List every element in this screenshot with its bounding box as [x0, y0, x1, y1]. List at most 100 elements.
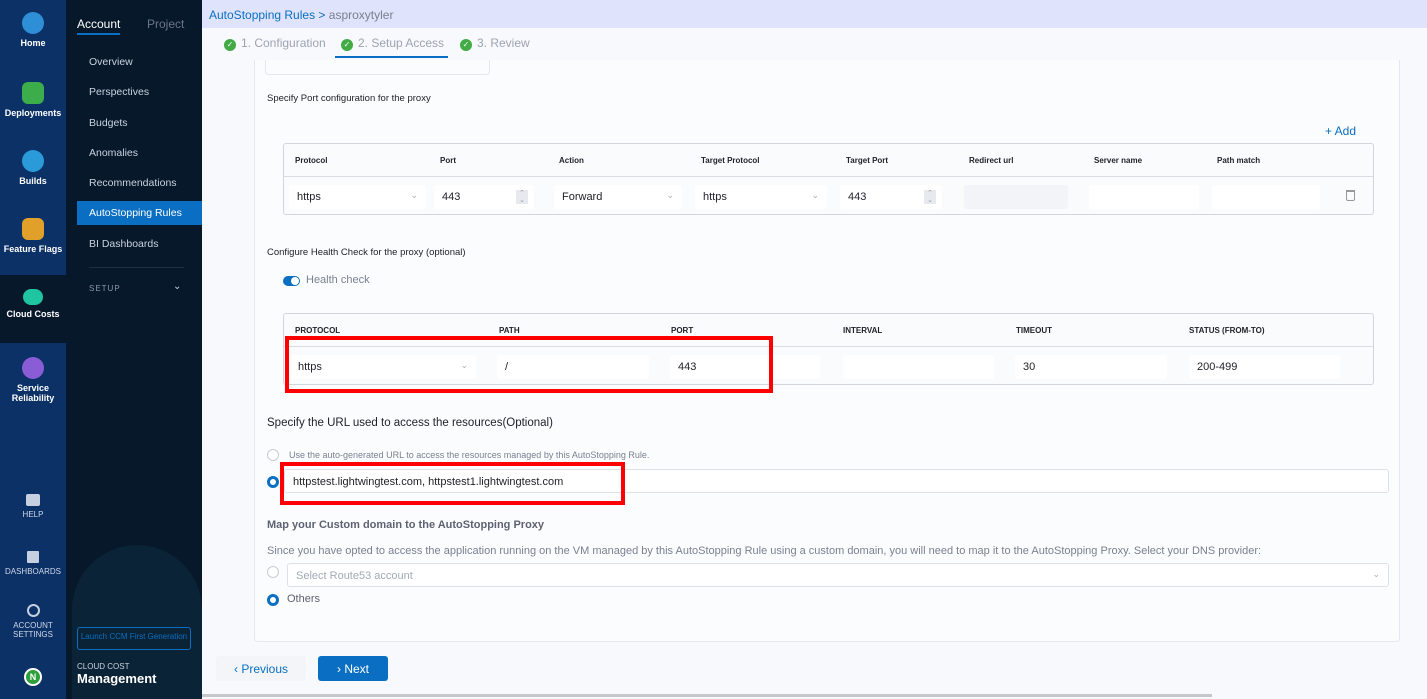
action-select[interactable]: Forward ⌄ [554, 185, 682, 209]
column-header: Redirect url [969, 156, 1014, 165]
nav-dashboards[interactable]: DASHBOARDS [0, 551, 66, 576]
others-radio[interactable] [267, 594, 279, 606]
tab-configuration[interactable]: ✓ 1. Configuration [224, 36, 326, 51]
tab-account[interactable]: Account [77, 17, 121, 35]
server-name-input[interactable] [1089, 185, 1199, 209]
hc-status-input[interactable]: 200-499 [1189, 355, 1340, 379]
column-header: Target Port [846, 156, 889, 165]
sidebar-item-bi-dashboards[interactable]: BI Dashboards [89, 238, 159, 250]
highlight-box [280, 462, 625, 505]
custom-url-input[interactable]: httpstest.lightwingtest.com, httpstest1.… [284, 469, 1389, 493]
sidebar-item-anomalies[interactable]: Anomalies [89, 147, 139, 159]
column-header: Path match [1217, 156, 1261, 165]
breadcrumb-current: asproxytyler [328, 8, 394, 22]
check-icon: ✓ [224, 39, 236, 51]
breadcrumb-parent[interactable]: AutoStopping Rules [209, 8, 316, 22]
custom-domain-description: Since you have opted to access the appli… [267, 545, 1262, 557]
stepper-icon[interactable]: ⌃ ⌄ [924, 190, 936, 204]
previous-button[interactable]: ‹ Previous [216, 656, 306, 681]
previous-section-edge [265, 60, 490, 75]
sidebar-item-recommendations[interactable]: Recommendations [89, 177, 177, 189]
path-match-input[interactable] [1212, 185, 1320, 209]
primary-nav: Home Deployments Builds Feature Flags Cl… [0, 0, 66, 699]
avatar[interactable]: N [24, 668, 42, 686]
check-icon: ✓ [341, 39, 353, 51]
custom-domain-title: Map your Custom domain to the AutoStoppi… [267, 519, 545, 531]
auto-url-radio[interactable] [267, 449, 279, 461]
column-header: Port [440, 156, 456, 165]
nav-home[interactable]: Home [0, 12, 66, 48]
hc-timeout-input[interactable]: 30 [1015, 355, 1167, 379]
breadcrumb: AutoStopping Rules > asproxytyler [202, 0, 1427, 28]
module-caption: CLOUD COST [77, 662, 130, 671]
protocol-select[interactable]: https ⌄ [289, 185, 426, 209]
setup-section[interactable]: SETUP [89, 284, 121, 293]
sidebar-item-perspectives[interactable]: Perspectives [89, 86, 150, 98]
chevron-down-icon: ⌄ [811, 190, 819, 200]
hc-port-input[interactable]: 443 [670, 355, 820, 379]
health-check-title: Configure Health Check for the proxy (op… [267, 247, 466, 258]
redirect-url-input[interactable] [964, 185, 1068, 209]
target-port-input[interactable]: 443 ⌃ ⌄ [840, 185, 942, 209]
nav-help[interactable]: HELP [0, 494, 66, 519]
sidebar-item-autostopping-rules[interactable]: AutoStopping Rules [77, 201, 202, 225]
route53-select[interactable]: Select Route53 account ⌄ [287, 563, 1389, 587]
health-check-table: PROTOCOL PATH PORT INTERVAL TIMEOUT STAT… [283, 313, 1374, 385]
divider [284, 346, 1373, 347]
column-header: PROTOCOL [295, 326, 341, 335]
builds-icon [22, 150, 44, 172]
add-port-button[interactable]: + Add [1325, 124, 1357, 138]
main-content: AutoStopping Rules > asproxytyler ✓ 1. Co… [202, 0, 1427, 699]
dollar-watermark-icon [72, 545, 202, 699]
nav-builds[interactable]: Builds [0, 150, 66, 186]
module-name: Management [77, 671, 157, 686]
next-button[interactable]: › Next [318, 656, 388, 681]
gear-icon [26, 604, 40, 617]
health-check-toggle[interactable] [283, 276, 300, 286]
hc-interval-input[interactable] [843, 355, 994, 379]
breadcrumb-separator: > [318, 8, 326, 22]
trash-icon[interactable] [1346, 190, 1355, 201]
setup-access-card: Specify Port configuration for the proxy… [254, 60, 1400, 642]
horizontal-scrollbar[interactable] [202, 694, 1212, 697]
column-header: TIMEOUT [1016, 326, 1052, 335]
route53-radio[interactable] [267, 566, 279, 578]
chevron-down-icon[interactable]: ⌄ [173, 281, 182, 292]
hc-protocol-select[interactable]: https ⌄ [290, 355, 476, 379]
feature-flags-icon [22, 218, 44, 240]
tab-project[interactable]: Project [147, 17, 185, 31]
chevron-down-icon: ⌄ [460, 360, 468, 370]
tab-setup-access[interactable]: ✓ 2. Setup Access [341, 36, 444, 51]
custom-url-radio[interactable] [267, 476, 279, 488]
column-header: PORT [671, 326, 694, 335]
sidebar-item-overview[interactable]: Overview [89, 56, 133, 68]
nav-cloud-costs[interactable]: Cloud Costs [0, 275, 66, 343]
column-header: INTERVAL [843, 326, 883, 335]
deployments-icon [22, 82, 44, 104]
column-header: Action [559, 156, 584, 165]
health-check-label: Health check [306, 274, 370, 286]
chevron-down-icon: ⌄ [410, 190, 418, 200]
others-label: Others [287, 593, 321, 605]
stepper-icon[interactable]: ⌃ ⌄ [516, 190, 528, 204]
check-icon: ✓ [460, 39, 472, 51]
tab-review[interactable]: ✓ 3. Review [460, 36, 530, 51]
hc-path-input[interactable]: / [497, 355, 649, 379]
port-config-title: Specify Port configuration for the proxy [267, 93, 431, 104]
home-icon [22, 12, 44, 34]
divider [284, 176, 1373, 177]
nav-deployments[interactable]: Deployments [0, 82, 66, 118]
port-config-table: Protocol Port Action Target Protocol Tar… [283, 143, 1374, 215]
nav-feature-flags[interactable]: Feature Flags [0, 218, 66, 254]
target-protocol-select[interactable]: https ⌄ [695, 185, 827, 209]
nav-service-reliability[interactable]: Service Reliability [0, 357, 66, 403]
column-header: Server name [1094, 156, 1143, 165]
column-header: PATH [499, 326, 520, 335]
auto-url-label: Use the auto-generated URL to access the… [289, 450, 650, 460]
nav-account-settings[interactable]: ACCOUNT SETTINGS [0, 604, 66, 639]
sidebar-item-budgets[interactable]: Budgets [89, 117, 128, 129]
chevron-right-icon: › [336, 662, 345, 676]
port-input[interactable]: 443 ⌃ ⌄ [434, 185, 534, 209]
launch-ccm-button[interactable]: Launch CCM First Generation [77, 627, 191, 650]
chevron-left-icon: ‹ [233, 662, 242, 676]
